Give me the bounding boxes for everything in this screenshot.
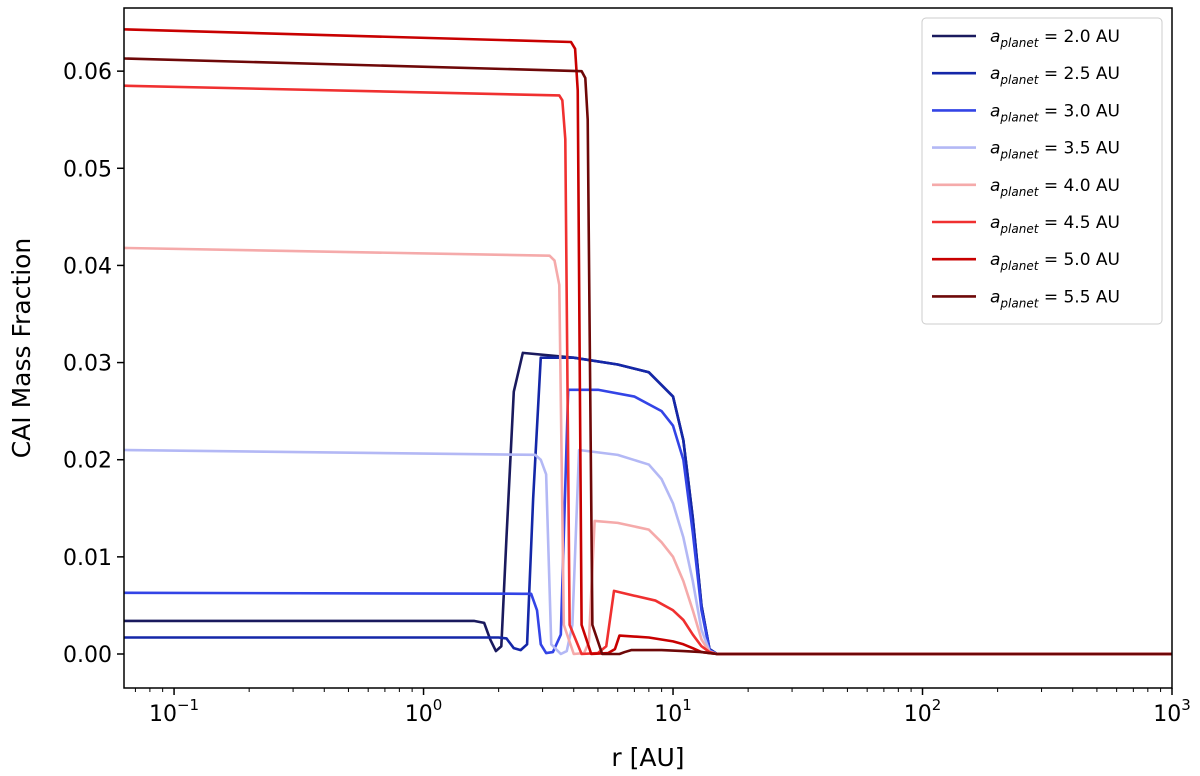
legend-label-4: aplanet = 4.0 AU — [990, 176, 1120, 199]
y-axis-label: CAI Mass Fraction — [7, 238, 36, 459]
x-tick-label-2: 101 — [654, 696, 692, 727]
x-tick-label-0: 10−1 — [149, 696, 199, 727]
series-line-4 — [124, 246, 1172, 656]
plot-frame — [123, 7, 1173, 689]
series-line-5 — [124, 84, 1172, 656]
y-tick-label-3: 0.03 — [63, 352, 112, 377]
legend-label-6: aplanet = 5.0 AU — [990, 250, 1120, 273]
legend-box — [921, 17, 1163, 325]
y-tick-label-2: 0.02 — [63, 449, 112, 474]
series-line-2 — [124, 388, 1172, 656]
y-axis: 0.00 0.01 0.02 0.03 0.04 0.05 0.06 — [63, 60, 124, 668]
legend-label-0: aplanet = 2.0 AU — [990, 27, 1120, 50]
legend: aplanet = 2.0 AU aplanet = 2.5 AU aplanet … — [921, 17, 1163, 325]
legend-label-2: aplanet = 3.0 AU — [990, 101, 1120, 124]
series-line-0 — [124, 351, 1172, 656]
legend-label-3: aplanet = 3.5 AU — [990, 139, 1120, 162]
series-line-7 — [124, 57, 1172, 656]
x-axis-label: r [AU] — [611, 743, 684, 772]
legend-label-5: aplanet = 4.5 AU — [990, 213, 1120, 236]
y-tick-label-4: 0.04 — [63, 254, 112, 279]
series-line-1 — [124, 356, 1172, 656]
x-tick-label-1: 100 — [405, 696, 443, 727]
series-line-3 — [124, 448, 1172, 656]
legend-label-7: aplanet = 5.5 AU — [990, 287, 1120, 310]
y-tick-label-6: 0.06 — [63, 60, 112, 85]
legend-label-1: aplanet = 2.5 AU — [990, 64, 1120, 87]
x-tick-label-4: 103 — [1153, 696, 1191, 727]
y-tick-label-0: 0.00 — [63, 643, 112, 668]
y-tick-label-5: 0.05 — [63, 157, 112, 182]
y-tick-label-1: 0.01 — [63, 546, 112, 571]
series-layer — [124, 28, 1172, 656]
x-tick-label-3: 102 — [904, 696, 942, 727]
x-axis: 10−1 100 101 102 103 — [134, 688, 1191, 727]
